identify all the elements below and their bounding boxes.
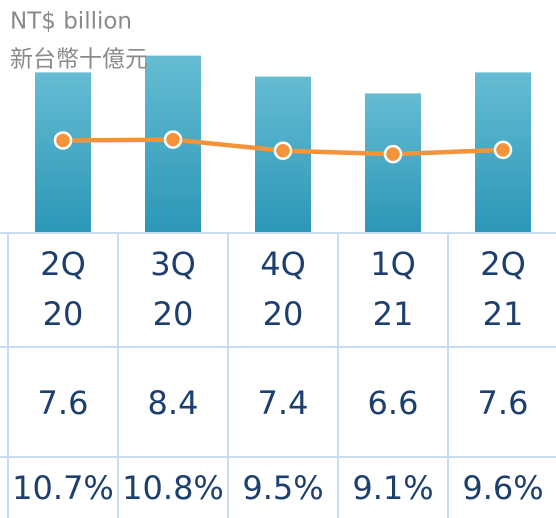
category-label: 2Q 21 (480, 245, 526, 333)
chart-title: NT$ billion (10, 9, 132, 35)
category-label: 2Q 20 (40, 245, 86, 333)
bar-value-cell: 7.6 (38, 384, 89, 422)
line-value-cell: 9.5% (242, 469, 323, 507)
line-layer (53, 130, 513, 164)
chart-subtitle: 新台幣十億元 (10, 47, 148, 73)
category-label: 1Q 21 (370, 245, 416, 333)
bar-value-cell: 6.6 (368, 384, 419, 422)
line-marker (383, 144, 403, 164)
bar-value-cell: 8.4 (148, 384, 199, 422)
table-cells: 2Q 20 3Q 20 4Q 20 1Q 21 2Q 21 7.6 8.4 7.4 6.6 7.6 10.7%… (12, 245, 543, 507)
line-value-cell: 9.1% (352, 469, 433, 507)
category-label: 3Q 20 (150, 245, 196, 333)
line-value-cell: 10.7% (12, 469, 114, 507)
line-value-cell: 9.6% (462, 469, 543, 507)
table-grid (0, 232, 556, 518)
line-marker (493, 140, 513, 160)
line-value-cell: 10.8% (122, 469, 224, 507)
line-marker (53, 131, 73, 150)
line-marker (273, 141, 293, 160)
category-label: 4Q 20 (260, 245, 306, 333)
bar (35, 72, 91, 233)
bar-value-cell: 7.6 (478, 384, 529, 422)
bar-value-cell: 7.4 (258, 384, 309, 422)
line-marker (163, 130, 183, 149)
